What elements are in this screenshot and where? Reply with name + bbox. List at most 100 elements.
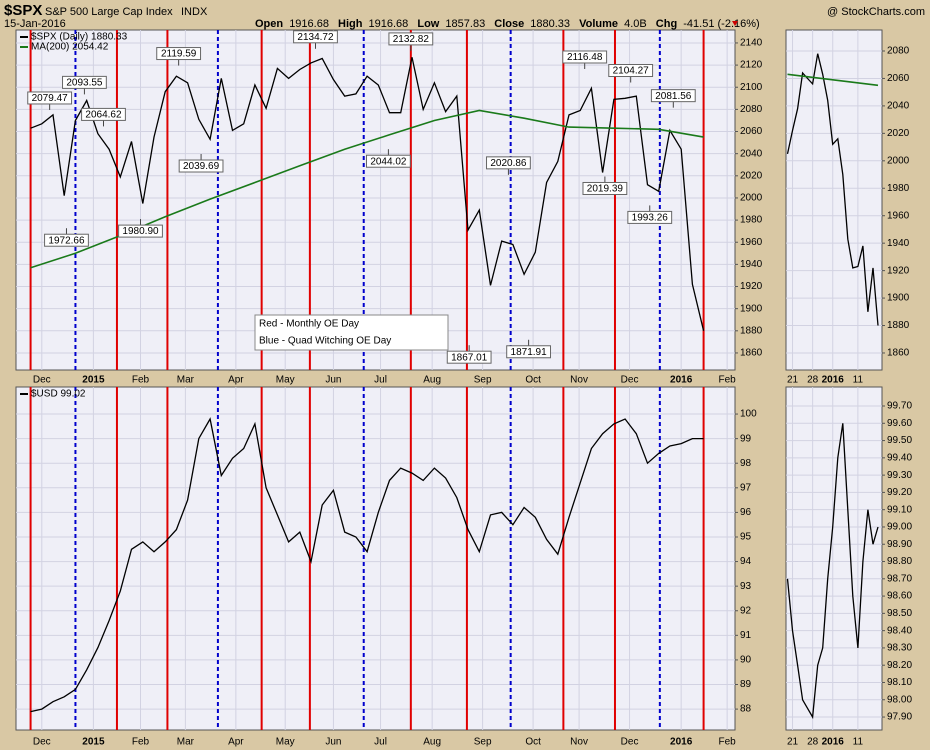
y-tick-label: 1880 bbox=[740, 325, 763, 336]
x-tick-label: 11 bbox=[853, 737, 864, 748]
x-tick-label: Aug bbox=[423, 375, 441, 386]
series-line bbox=[30, 417, 704, 713]
annotation-box bbox=[365, 154, 411, 168]
y-tick-label: 1900 bbox=[740, 303, 763, 314]
event-legend-label: Red - Monthly OE Day bbox=[259, 319, 359, 330]
y-tick-label: 1980 bbox=[740, 215, 763, 226]
annotation-label: 1993.26 bbox=[632, 213, 669, 224]
x-tick-label: Dec bbox=[33, 375, 51, 386]
x-tick-label: Sep bbox=[474, 737, 492, 748]
annotation-label: 2093.55 bbox=[66, 78, 103, 89]
quote-label: Close bbox=[494, 18, 524, 30]
y-tick-label: 2080 bbox=[887, 46, 910, 57]
x-tick-label: 21 bbox=[787, 737, 799, 748]
annotation-box bbox=[62, 75, 107, 89]
x-tick-label: Oct bbox=[525, 375, 541, 386]
annotation-box bbox=[562, 50, 608, 64]
y-tick-label: 2020 bbox=[740, 170, 763, 181]
quote-value: 1857.83 bbox=[445, 18, 485, 30]
x-tick-label: 2015 bbox=[82, 737, 105, 748]
quote-value: 1880.33 bbox=[530, 18, 570, 30]
panel bbox=[785, 386, 883, 731]
annotation-label: 2134.72 bbox=[297, 32, 334, 43]
annotation-label: 2064.62 bbox=[85, 110, 122, 121]
y-tick-label: 97 bbox=[740, 482, 752, 493]
series-line bbox=[786, 423, 879, 720]
y-tick-label: 99.60 bbox=[887, 418, 912, 429]
y-tick-label: 99.00 bbox=[887, 522, 912, 533]
y-tick-label: 98.40 bbox=[887, 625, 912, 636]
y-tick-label: 2060 bbox=[740, 126, 763, 137]
series-line bbox=[786, 53, 879, 326]
annotation-box bbox=[650, 89, 696, 103]
y-tick-label: 98.50 bbox=[887, 608, 912, 619]
y-tick-label: 1880 bbox=[887, 320, 910, 331]
y-tick-label: 98.80 bbox=[887, 556, 912, 567]
x-tick-label: Feb bbox=[719, 737, 737, 748]
annotation-box bbox=[44, 233, 89, 247]
y-tick-label: 94 bbox=[740, 556, 752, 567]
y-tick-label: 2000 bbox=[740, 193, 763, 204]
y-tick-label: 99.10 bbox=[887, 504, 912, 515]
x-tick-label: Mar bbox=[177, 737, 195, 748]
x-tick-label: Jun bbox=[325, 375, 341, 386]
y-tick-label: 99.30 bbox=[887, 470, 912, 481]
x-tick-label: 28 bbox=[807, 737, 819, 748]
y-tick-label: 2140 bbox=[740, 38, 763, 49]
down-arrow bbox=[732, 21, 738, 26]
annotation-label: 2044.02 bbox=[370, 156, 407, 167]
x-tick-label: Feb bbox=[132, 375, 150, 386]
legend-label: MA(200) 2054.42 bbox=[31, 42, 109, 53]
y-tick-label: 98.30 bbox=[887, 643, 912, 654]
y-tick-label: 1900 bbox=[887, 293, 910, 304]
y-tick-label: 89 bbox=[740, 679, 752, 690]
x-tick-label: Nov bbox=[570, 737, 588, 748]
y-tick-label: 99 bbox=[740, 433, 752, 444]
y-tick-label: 2100 bbox=[740, 82, 763, 93]
y-tick-label: 2040 bbox=[887, 101, 910, 112]
annotation-label: 2132.82 bbox=[393, 34, 430, 45]
x-tick-label: Jul bbox=[374, 737, 387, 748]
y-tick-label: 1860 bbox=[887, 348, 910, 359]
series-line bbox=[787, 73, 879, 87]
y-tick-label: 99.40 bbox=[887, 452, 912, 463]
annotation-label: 2104.27 bbox=[613, 66, 650, 77]
annotation-label: 1980.90 bbox=[122, 226, 159, 237]
y-tick-label: 2040 bbox=[740, 148, 763, 159]
legend-label: $USD 99.02 bbox=[31, 389, 86, 400]
x-tick-label: 11 bbox=[853, 375, 864, 386]
x-tick-label: Mar bbox=[177, 375, 195, 386]
quote-value: 1916.68 bbox=[369, 18, 409, 30]
y-tick-label: 98.20 bbox=[887, 660, 912, 671]
annotation-box bbox=[118, 224, 163, 238]
y-tick-label: 2120 bbox=[740, 60, 763, 71]
quote-label: Volume bbox=[579, 18, 618, 30]
annotation-box bbox=[582, 181, 628, 195]
y-tick-label: 95 bbox=[740, 532, 752, 543]
date: 15-Jan-2016 bbox=[4, 18, 66, 30]
annotation-box bbox=[388, 32, 434, 46]
y-tick-label: 99.20 bbox=[887, 487, 912, 498]
legend-label: $SPX (Daily) 1880.33 bbox=[31, 32, 128, 43]
exchange: INDX bbox=[181, 6, 208, 18]
annotation-box bbox=[446, 350, 492, 364]
x-tick-label: Jun bbox=[325, 737, 341, 748]
y-tick-label: 1920 bbox=[740, 281, 763, 292]
annotation-label: 2119.59 bbox=[161, 49, 197, 60]
x-tick-label: Apr bbox=[228, 375, 244, 386]
x-tick-label: Dec bbox=[33, 737, 51, 748]
annotation-box bbox=[156, 47, 202, 61]
x-tick-label: Feb bbox=[132, 737, 150, 748]
y-tick-label: 99.50 bbox=[887, 435, 912, 446]
annotation-label: 1867.01 bbox=[451, 352, 488, 363]
quote-value: 4.0B bbox=[624, 18, 647, 30]
x-tick-label: 28 bbox=[807, 375, 819, 386]
y-tick-label: 98.60 bbox=[887, 591, 912, 602]
y-tick-label: 100 bbox=[740, 409, 757, 420]
y-tick-label: 1980 bbox=[887, 183, 910, 194]
y-tick-label: 98.00 bbox=[887, 694, 912, 705]
x-tick-label: Aug bbox=[423, 737, 441, 748]
quote-value: -41.51 (-2.16%) bbox=[683, 18, 759, 30]
x-tick-label: Nov bbox=[570, 375, 588, 386]
